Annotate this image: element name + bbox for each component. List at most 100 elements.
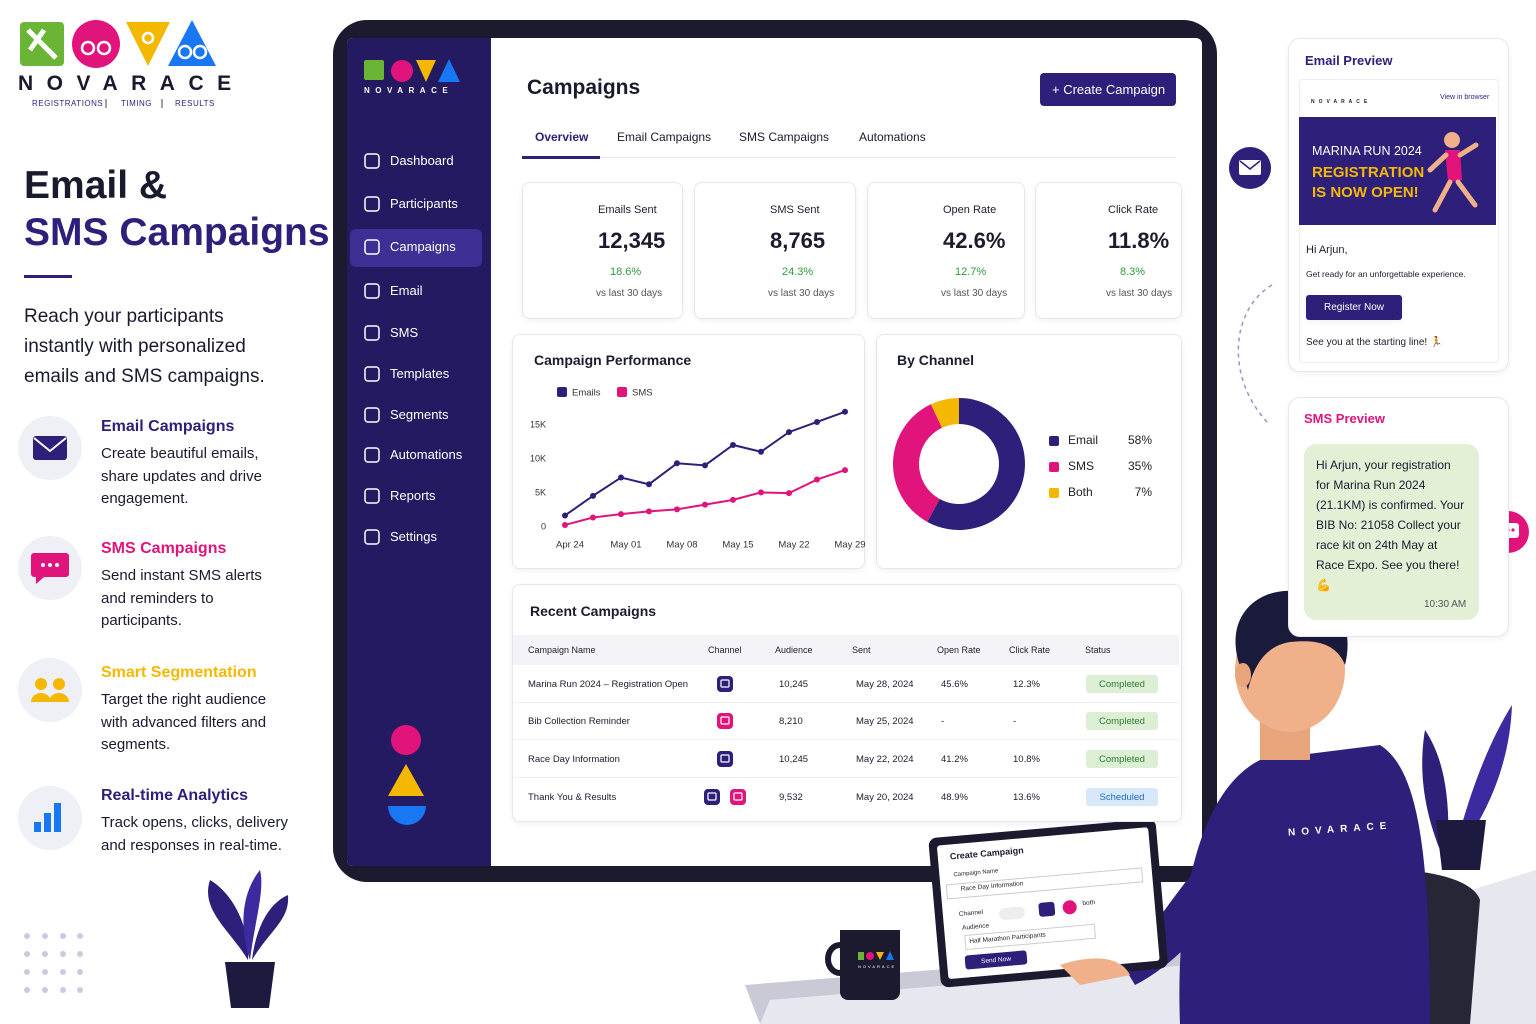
register-button-label[interactable]: Register Now	[1324, 302, 1385, 313]
form-button[interactable]: Send Now	[980, 955, 1012, 966]
register-button[interactable]	[1306, 295, 1402, 320]
banner-headline: REGISTRATION IS NOW OPEN!	[1312, 164, 1425, 201]
table-header: Click Rate	[1009, 645, 1051, 655]
nav-active	[350, 229, 482, 267]
tab[interactable]: Overview	[535, 130, 589, 144]
table-cell: May 28, 2024	[856, 679, 914, 690]
nav-item[interactable]: Segments	[390, 407, 449, 422]
table-title: Recent Campaigns	[530, 603, 657, 619]
tab-indicator	[522, 156, 600, 159]
row-divider	[513, 702, 1179, 703]
nav-item[interactable]: Settings	[390, 529, 437, 544]
status: Scheduled	[1099, 792, 1145, 803]
tab[interactable]: Email Campaigns	[617, 130, 712, 144]
hand	[1060, 958, 1130, 985]
view-link[interactable]: View in browser	[1440, 94, 1490, 101]
sidebar-logo-marks	[364, 59, 460, 82]
table-header: Campaign Name	[528, 645, 596, 655]
create-button-label[interactable]: + Create Campaign	[1052, 82, 1166, 97]
sms-time: 10:30 AM	[1424, 599, 1467, 610]
status-badge	[1086, 675, 1158, 693]
stat-card	[1035, 182, 1182, 319]
feature-title: Smart Segmentation	[101, 664, 257, 681]
status: Completed	[1099, 716, 1145, 727]
row-divider	[513, 739, 1179, 740]
laptop-screen: Create Campaign Campaign Name Race Day I…	[928, 819, 1168, 988]
stat-card	[694, 182, 856, 319]
hero-title: SMS Campaigns	[24, 211, 330, 254]
table-header: Status	[1085, 645, 1111, 655]
table-cell: May 20, 2024	[856, 792, 914, 803]
table-cell: 41.2%	[941, 754, 968, 765]
banner-line: MARINA RUN 2024	[1312, 144, 1422, 158]
nav-item[interactable]: Automations	[390, 447, 463, 462]
form-option: both	[1082, 899, 1096, 908]
table-cell: Thank You & Results	[528, 792, 617, 803]
performance-card	[512, 334, 865, 569]
email-preview-title: Email Preview	[1305, 53, 1393, 68]
table-cell: 45.6%	[941, 679, 968, 690]
mug-brand: NOVARACE	[858, 964, 897, 969]
tab[interactable]: Automations	[859, 130, 926, 144]
status: Completed	[1099, 679, 1145, 690]
channel-card	[876, 334, 1182, 569]
nav-item[interactable]: Templates	[390, 366, 450, 381]
recent-card	[512, 584, 1182, 822]
table-cell: 8,210	[779, 716, 803, 727]
stat-value: 42.6%	[943, 228, 1006, 253]
form-title: Create Campaign	[949, 845, 1025, 862]
email-brand: NOVARACE	[1311, 99, 1372, 105]
stat-card	[522, 182, 683, 319]
feature-text: Target the right audience with advanced …	[101, 691, 267, 753]
stat-label: Emails Sent	[598, 204, 657, 216]
table-cell: -	[941, 716, 945, 727]
nav-item[interactable]: Email	[390, 283, 423, 298]
status-badge	[1086, 788, 1158, 806]
table-header-bg	[513, 635, 1179, 665]
laptop	[928, 819, 1168, 988]
plant-left	[208, 870, 289, 1008]
table-cell: Marina Run 2024 – Registration Open	[528, 679, 689, 690]
feature-title: Real-time Analytics	[101, 787, 249, 804]
table-cell: 12.3%	[1013, 679, 1040, 690]
email-signoff: See you at the starting line! 🏃	[1306, 337, 1443, 348]
table-header: Sent	[852, 645, 871, 655]
nav-item[interactable]: SMS	[390, 325, 419, 340]
table-cell: Race Day Information	[528, 754, 620, 765]
form-label: Audience	[961, 922, 990, 932]
table-header: Channel	[708, 645, 742, 655]
stat-value: 12,345	[598, 228, 666, 253]
table-cell: 48.9%	[941, 792, 968, 803]
stat-change: 12.7%	[955, 266, 987, 278]
stat-change: 8.3%	[1120, 266, 1146, 278]
stat-label: SMS Sent	[770, 204, 820, 216]
stat-change: 18.6%	[610, 266, 642, 278]
brand-name: NOVARACE	[18, 72, 245, 95]
feature-text: Send instant SMS alerts and reminders to…	[101, 567, 262, 629]
tab[interactable]: SMS Campaigns	[739, 130, 830, 144]
form-label: Channel	[958, 908, 984, 918]
dot-grid	[24, 933, 83, 993]
nav-item[interactable]: Campaigns	[390, 239, 456, 254]
title-underline	[24, 275, 72, 278]
nav-item[interactable]: Reports	[390, 488, 436, 503]
chart-title: By Channel	[897, 352, 975, 368]
feature-icons	[18, 416, 82, 850]
stat-note: vs last 30 days	[596, 288, 663, 299]
chart-title: Campaign Performance	[534, 352, 692, 368]
create-button[interactable]	[1040, 73, 1176, 106]
nav-item[interactable]: Dashboard	[390, 153, 454, 168]
row-divider	[513, 777, 1179, 778]
table-cell: -	[1013, 716, 1017, 727]
nav-item[interactable]: Participants	[390, 196, 458, 211]
page-title: Campaigns	[527, 76, 641, 99]
sms-message: Hi Arjun, your registration for Marina R…	[1316, 458, 1465, 592]
feature-title: SMS Campaigns	[101, 540, 227, 557]
logo-marks	[20, 20, 216, 108]
table-cell: 10,245	[779, 754, 809, 765]
status-badge	[1086, 712, 1158, 730]
table-header: Audience	[775, 645, 813, 655]
status-badge	[1086, 750, 1158, 768]
